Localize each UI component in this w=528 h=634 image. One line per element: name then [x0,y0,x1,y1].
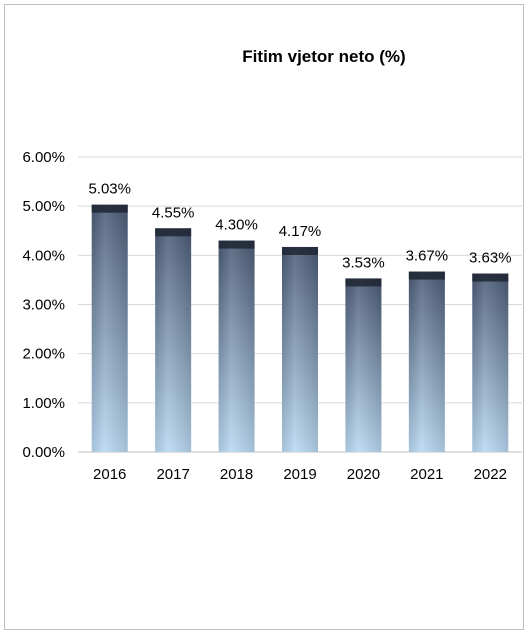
bars [91,204,509,452]
y-tick-label: 6.00% [22,149,65,166]
bar-shading [91,204,128,452]
x-axis: 2016 2017 2018 2019 2020 2021 2022 [93,466,507,483]
bar-shading [218,240,255,452]
x-tick-label: 2018 [220,466,253,483]
data-label: 4.55% [152,204,195,221]
data-label: 5.03% [88,181,131,198]
x-tick-label: 2020 [347,466,380,483]
chart-title: Fitim vjetor neto (%) [242,47,406,66]
y-tick-label: 3.00% [22,297,65,314]
bar-cap [345,278,382,287]
bar-cap [155,228,192,237]
y-tick-label: 1.00% [22,395,65,412]
y-tick-label: 5.00% [22,198,65,215]
data-label: 4.17% [279,223,322,240]
bar-cap [218,240,255,249]
x-tick-label: 2019 [283,466,316,483]
data-label: 3.67% [406,248,449,265]
y-tick-label: 4.00% [22,247,65,264]
x-tick-label: 2016 [93,466,126,483]
x-tick-label: 2017 [156,466,189,483]
data-labels: 5.03% 4.55% 4.30% 4.17% 3.53% 3.67% 3.63% [88,181,511,272]
bar-cap [472,273,509,282]
bar-shading [472,273,509,452]
bar-cap [91,204,128,213]
bar-cap [408,271,445,280]
data-label: 4.30% [215,217,258,234]
bar-shading [345,278,382,452]
x-tick-label: 2022 [474,466,507,483]
y-axis: 0.00% 1.00% 2.00% 3.00% 4.00% 5.00% 6.00% [22,149,522,461]
x-tick-label: 2021 [410,466,443,483]
bar-cap [282,246,318,255]
y-tick-label: 2.00% [22,346,65,363]
bar-shading [408,271,445,452]
bar-shading [282,246,318,452]
data-label: 3.63% [469,250,512,267]
y-tick-label: 0.00% [22,444,65,461]
data-label: 3.53% [342,254,385,271]
bar-shading [155,228,192,452]
